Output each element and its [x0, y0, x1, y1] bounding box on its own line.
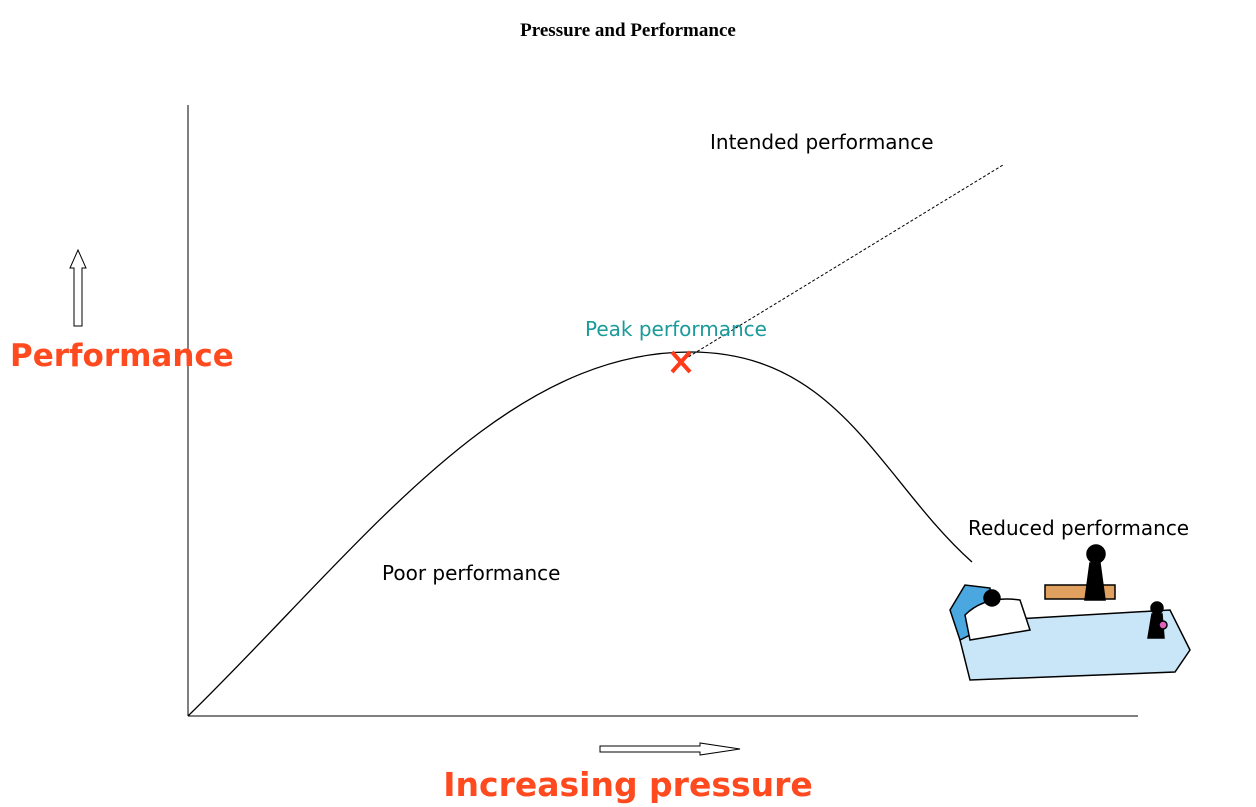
intended-label: Intended performance [710, 130, 934, 154]
peak-label: Peak performance [585, 317, 767, 341]
y-axis-label: Performance [10, 338, 234, 374]
right-arrow [599, 742, 741, 756]
performance-curve [187, 351, 973, 717]
peak-marker [670, 350, 692, 374]
reduced-label: Reduced performance [968, 516, 1189, 540]
intended-line [679, 164, 1004, 363]
title: Pressure and Performance [520, 20, 736, 41]
up-arrow [69, 248, 87, 327]
x-axis-label: Increasing pressure [443, 765, 813, 804]
poor-label: Poor performance [382, 561, 561, 585]
bed-illustration [949, 544, 1191, 681]
